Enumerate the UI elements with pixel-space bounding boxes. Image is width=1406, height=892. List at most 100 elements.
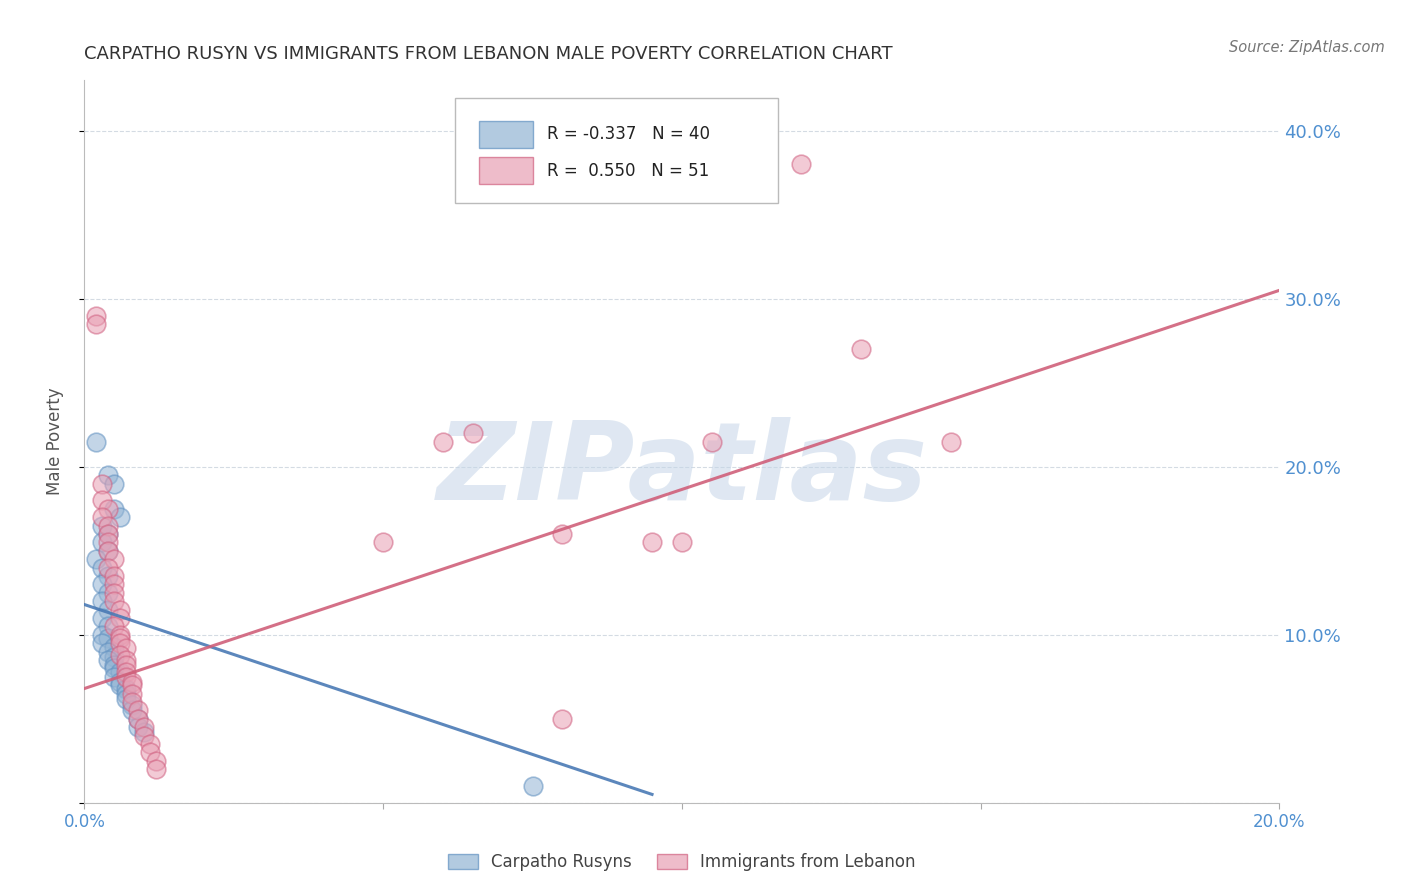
Point — [127, 720, 149, 734]
Point — [97, 560, 120, 574]
Point — [97, 569, 120, 583]
Point — [127, 712, 149, 726]
Point — [91, 577, 114, 591]
Point — [103, 569, 125, 583]
Point — [110, 648, 132, 662]
Point — [132, 725, 156, 739]
Point — [115, 670, 138, 684]
Point — [110, 510, 132, 524]
Point — [373, 535, 395, 549]
Point — [97, 468, 120, 483]
Point — [91, 611, 114, 625]
Point — [121, 687, 143, 701]
Point — [121, 698, 143, 713]
Point — [86, 552, 108, 566]
Point — [91, 476, 114, 491]
Point — [91, 628, 114, 642]
Point — [86, 309, 108, 323]
Point — [103, 658, 125, 673]
Point — [103, 670, 125, 684]
Point — [103, 640, 125, 654]
Text: Source: ZipAtlas.com: Source: ZipAtlas.com — [1229, 40, 1385, 55]
Point — [91, 510, 114, 524]
Point — [91, 636, 114, 650]
Point — [115, 665, 138, 679]
Point — [127, 703, 149, 717]
Point — [97, 527, 120, 541]
Point — [110, 631, 132, 645]
Point — [97, 619, 120, 633]
Point — [145, 762, 167, 776]
Point — [103, 586, 125, 600]
Point — [432, 434, 454, 449]
Point — [115, 691, 138, 706]
Point — [91, 560, 114, 574]
Point — [522, 779, 544, 793]
FancyBboxPatch shape — [479, 120, 533, 148]
Point — [115, 653, 138, 667]
Point — [110, 636, 132, 650]
Point — [115, 641, 138, 656]
Point — [103, 476, 125, 491]
Point — [851, 342, 873, 356]
Point — [97, 653, 120, 667]
Text: CARPATHO RUSYN VS IMMIGRANTS FROM LEBANON MALE POVERTY CORRELATION CHART: CARPATHO RUSYN VS IMMIGRANTS FROM LEBANO… — [84, 45, 893, 63]
Point — [110, 628, 132, 642]
Point — [115, 658, 138, 673]
Point — [132, 729, 156, 743]
Point — [97, 535, 120, 549]
Point — [103, 661, 125, 675]
Point — [97, 518, 120, 533]
Point — [103, 649, 125, 664]
Point — [103, 577, 125, 591]
Point — [91, 493, 114, 508]
Point — [121, 674, 143, 689]
Point — [91, 535, 114, 549]
Point — [97, 543, 120, 558]
Point — [103, 619, 125, 633]
Point — [97, 527, 120, 541]
Point — [121, 695, 143, 709]
Point — [139, 737, 162, 751]
Point — [91, 594, 114, 608]
Text: R =  0.550   N = 51: R = 0.550 N = 51 — [547, 161, 709, 179]
Point — [97, 644, 120, 658]
Legend: Carpatho Rusyns, Immigrants from Lebanon: Carpatho Rusyns, Immigrants from Lebanon — [441, 847, 922, 878]
Point — [132, 720, 156, 734]
Point — [115, 687, 138, 701]
Point — [790, 157, 813, 171]
Text: R = -0.337   N = 40: R = -0.337 N = 40 — [547, 126, 710, 144]
Point — [97, 631, 120, 645]
Point — [86, 317, 108, 331]
Point — [700, 434, 723, 449]
Point — [121, 678, 143, 692]
Y-axis label: Male Poverty: Male Poverty — [45, 388, 63, 495]
Point — [121, 703, 143, 717]
FancyBboxPatch shape — [479, 157, 533, 185]
Point — [91, 518, 114, 533]
Point — [641, 535, 664, 549]
Point — [86, 434, 108, 449]
Point — [97, 586, 120, 600]
Point — [127, 712, 149, 726]
Point — [145, 754, 167, 768]
Point — [103, 594, 125, 608]
Point — [110, 674, 132, 689]
Point — [110, 665, 132, 679]
Point — [551, 527, 574, 541]
Point — [97, 543, 120, 558]
Point — [110, 678, 132, 692]
Point — [115, 681, 138, 696]
Point — [110, 602, 132, 616]
Point — [97, 602, 120, 616]
Point — [110, 611, 132, 625]
Point — [551, 712, 574, 726]
Point — [97, 501, 120, 516]
FancyBboxPatch shape — [456, 98, 778, 203]
Text: ZIPatlas: ZIPatlas — [436, 417, 928, 524]
Point — [103, 552, 125, 566]
Point — [461, 426, 484, 441]
Point — [103, 501, 125, 516]
Point — [671, 535, 693, 549]
Point — [939, 434, 962, 449]
